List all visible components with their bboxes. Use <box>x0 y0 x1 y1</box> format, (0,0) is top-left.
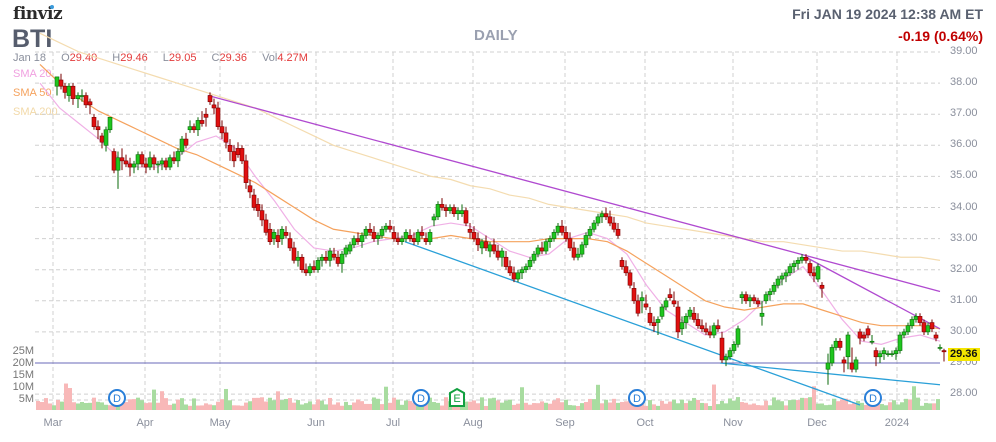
y-tick-label: 30.00 <box>950 324 978 337</box>
logo-dot <box>50 5 54 9</box>
y-tick-label: 36.00 <box>950 138 978 151</box>
close-label: C <box>211 52 220 64</box>
x-tick-label: Jul <box>385 417 401 429</box>
dividend-marker-icon[interactable]: D <box>412 389 430 407</box>
x-tick-label: Nov <box>723 417 743 429</box>
earnings-marker-icon[interactable]: E <box>449 387 465 407</box>
y-tick-label: 32.00 <box>950 262 978 275</box>
volume-tick-label: 20M <box>12 357 34 369</box>
ohlc-date: Jan 18 <box>13 52 47 64</box>
legend-sma50: SMA 50 <box>13 87 52 99</box>
high-label: H <box>112 52 121 64</box>
volume-tick-label: 15M <box>12 369 34 381</box>
volume-tick-label: 10M <box>12 381 34 393</box>
volume-tick-label: 5M <box>18 393 34 405</box>
legend-sma200: SMA 200 <box>13 106 58 118</box>
datetime-label: Fri JAN 19 2024 12:38 AM ET <box>792 6 983 22</box>
svg-text:D: D <box>113 393 121 405</box>
low-value: 29.05 <box>168 52 197 64</box>
x-tick-label: May <box>209 417 231 429</box>
close-value: 29.36 <box>219 52 247 64</box>
low-label: L <box>162 52 169 64</box>
x-tick-label: Mar <box>43 417 63 429</box>
svg-text:D: D <box>417 393 425 405</box>
y-tick-label: 28.00 <box>950 387 978 400</box>
y-tick-label: 33.00 <box>950 231 978 244</box>
price-change: -0.19 (0.64%) <box>898 28 983 44</box>
y-tick-label: 38.00 <box>950 76 978 89</box>
last-price-tag: 29.36 <box>948 348 980 361</box>
x-tick-label: Aug <box>463 417 483 429</box>
legend-sma20: SMA 20 <box>13 68 52 80</box>
dividend-marker-icon[interactable]: D <box>628 389 646 407</box>
svg-text:D: D <box>869 393 877 405</box>
x-tick-label: Jun <box>307 417 325 429</box>
finviz-logo[interactable]: finviz <box>13 4 63 24</box>
y-tick-label: 37.00 <box>950 107 978 120</box>
svg-text:E: E <box>453 393 460 405</box>
open-label: O <box>61 52 70 64</box>
y-tick-label: 35.00 <box>950 169 978 182</box>
volume-tick-label: 25M <box>12 345 34 357</box>
y-tick-label: 39.00 <box>950 45 978 57</box>
dividend-marker-icon[interactable]: D <box>108 389 126 407</box>
y-tick-label: 34.00 <box>950 200 978 213</box>
dividend-marker-icon[interactable]: D <box>864 389 882 407</box>
x-tick-label: 2024 <box>884 417 910 429</box>
svg-text:D: D <box>633 393 641 405</box>
y-tick-label: 31.00 <box>950 293 978 306</box>
timeframe-label: DAILY <box>474 27 518 44</box>
x-tick-label: Apr <box>136 417 154 429</box>
volume-value: 4.27M <box>277 52 308 64</box>
x-tick-label: Sep <box>555 417 575 429</box>
high-value: 29.46 <box>120 52 148 64</box>
x-tick-label: Oct <box>636 417 654 429</box>
ticker-symbol: BTI <box>12 25 53 53</box>
x-tick-label: Dec <box>807 417 827 429</box>
volume-label: Vol <box>262 52 278 64</box>
